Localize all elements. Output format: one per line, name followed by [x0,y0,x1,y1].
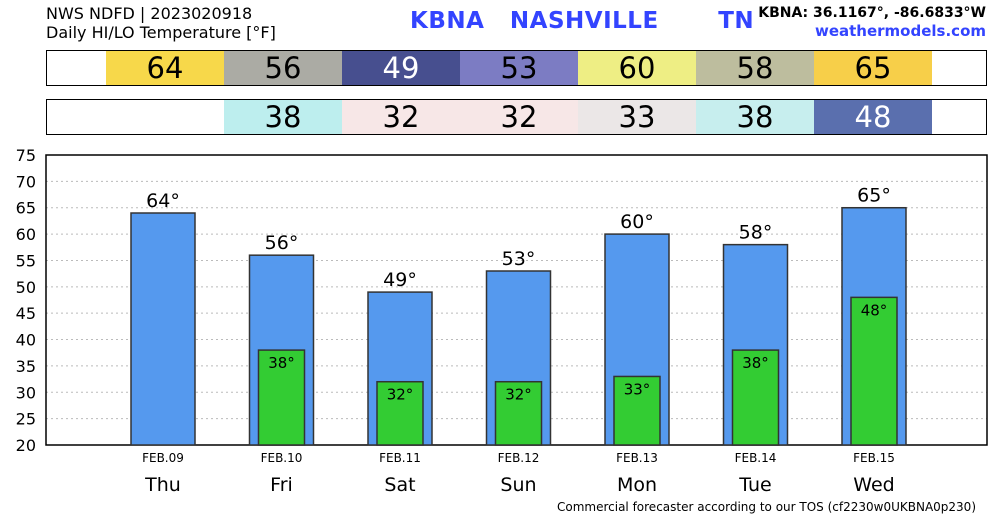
x-day-label: Thu [144,474,181,496]
y-tick-label: 20 [16,436,36,455]
x-day-label: Mon [617,474,657,496]
low-temp-cell-3: 32 [460,100,578,134]
low-temp-strip: 38 32 32 33 38 48 [46,99,987,135]
high-temp-strip: 64 56 49 53 60 58 65 [46,50,987,86]
y-tick-label: 50 [16,278,36,297]
high-bar [130,212,196,446]
y-tick-label: 40 [16,331,36,350]
y-tick-label: 70 [16,172,36,191]
y-tick-label: 30 [16,383,36,402]
high-bar-label: 65° [857,185,891,207]
x-day-label: Tue [738,474,771,496]
low-bar-label: 38° [268,354,295,372]
low-temp-cell-5: 38 [696,100,814,134]
y-tick-label: 65 [16,199,36,218]
source-label: NWS NDFD | 2023020918 [46,4,253,23]
high-bar-label: 64° [146,190,180,212]
low-bar [731,349,780,446]
low-bar [613,375,661,446]
x-day-label: Wed [853,474,894,496]
x-date-label: FEB.10 [261,451,303,465]
x-day-label: Sun [500,474,536,496]
low-bar [494,380,543,446]
low-bar-label: 48° [861,301,888,319]
x-date-label: FEB.15 [853,451,895,465]
y-tick-label: 45 [16,304,36,323]
high-bar-label: 60° [620,211,654,233]
x-day-label: Sat [384,474,415,496]
high-temp-cell-5: 58 [696,51,814,85]
high-temp-cell-1: 56 [224,51,342,85]
low-bar [850,296,898,446]
x-date-label: FEB.09 [142,451,184,465]
low-bar-label: 33° [624,380,651,398]
website-link[interactable]: weathermodels.com [814,22,986,40]
high-bar-label: 56° [265,232,299,254]
x-date-label: FEB.11 [379,451,421,465]
low-bar-label: 38° [742,354,769,372]
y-tick-label: 60 [16,225,36,244]
high-temp-cell-3: 53 [460,51,578,85]
low-bar-label: 32° [505,386,532,404]
x-date-label: FEB.12 [498,451,540,465]
high-bar-label: 49° [383,269,417,291]
footer-note: Commercial forecaster according to our T… [556,500,976,514]
low-bar [257,349,306,446]
product-label: Daily HI/LO Temperature [°F] [46,23,276,42]
x-day-label: Fri [270,474,293,496]
x-date-label: FEB.14 [735,451,777,465]
low-temp-cell-4: 33 [578,100,696,134]
y-tick-label: 35 [16,357,36,376]
y-tick-label: 55 [16,251,36,270]
high-bar-label: 53° [502,248,536,270]
high-temp-cell-4: 60 [578,51,696,85]
high-temp-cell-6: 65 [814,51,932,85]
low-temp-cell-2: 32 [342,100,460,134]
high-temp-cell-0: 64 [106,51,224,85]
y-tick-label: 25 [16,410,36,429]
station-title: KBNA NASHVILLE TN [410,8,755,34]
header-left: NWS NDFD | 2023020918 Daily HI/LO Temper… [46,4,276,42]
y-tick-label: 75 [16,146,36,165]
low-temp-cell-6: 48 [814,100,932,134]
low-temp-cell-0 [106,100,224,134]
station-coords: KBNA: 36.1167°, -86.6833°W [758,5,986,21]
low-bar-label: 32° [387,386,414,404]
low-bar [376,380,424,446]
high-temp-cell-2: 49 [342,51,460,85]
x-date-label: FEB.13 [616,451,658,465]
low-temp-cell-1: 38 [224,100,342,134]
high-bar-label: 58° [739,222,773,244]
